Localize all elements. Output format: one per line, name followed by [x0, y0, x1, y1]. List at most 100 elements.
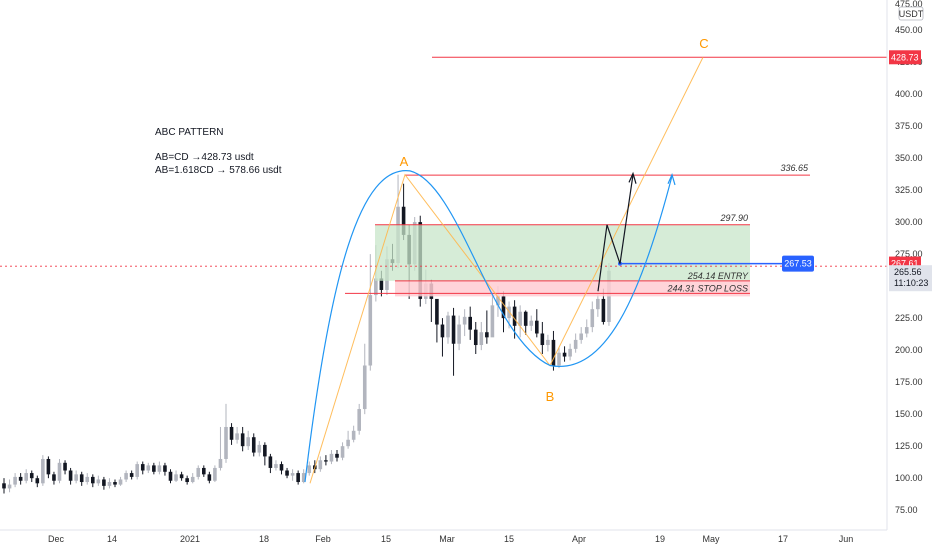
candle-body: [213, 467, 217, 481]
candle-body: [2, 483, 6, 489]
time-tick-label: 14: [107, 534, 117, 544]
candle-body: [485, 332, 489, 338]
price-tick-label: 300.00: [895, 217, 923, 227]
candle-body: [246, 437, 250, 447]
time-tick-label: 15: [381, 534, 391, 544]
candle: [79, 471, 84, 486]
candle-body: [96, 479, 101, 484]
candle: [46, 456, 51, 479]
last-price-value: 265.56: [894, 267, 922, 277]
candle: [163, 462, 167, 476]
candle-body: [529, 320, 534, 326]
candle-body: [24, 473, 28, 481]
candle: [129, 470, 134, 480]
abc-projection-path: [309, 57, 704, 484]
candle-body: [324, 460, 328, 462]
candle-body: [468, 316, 472, 330]
candle: [446, 311, 450, 344]
candle: [329, 450, 334, 465]
last-price-box: [889, 265, 932, 292]
candle: [490, 296, 495, 338]
candle: [546, 334, 550, 352]
candle-body: [279, 464, 284, 471]
candle: [152, 462, 156, 475]
candle: [41, 455, 45, 486]
candle-body: [124, 473, 128, 480]
candle: [462, 309, 467, 337]
point-b-label: B: [546, 389, 555, 404]
candle-body: [52, 474, 56, 481]
candle: [218, 426, 223, 471]
candle-body: [135, 464, 139, 477]
candle: [13, 473, 17, 488]
candle-body: [207, 474, 212, 481]
candle-body: [379, 278, 384, 290]
candle-body: [263, 444, 267, 457]
candle-body: [346, 439, 350, 447]
candle-body: [573, 339, 578, 349]
candle: [351, 425, 356, 443]
candle-body: [546, 339, 550, 346]
candle: [523, 310, 528, 335]
candle-body: [512, 306, 517, 326]
candle-body: [479, 332, 484, 346]
levels-layer: 336.65 297.90 254.14 ENTRY 244.31 STOP LOSS: [0, 56, 887, 297]
price-tick-label: 225.00: [895, 313, 923, 323]
candle: [35, 475, 40, 488]
price-tick-label: 150.00: [895, 409, 923, 419]
candle: [190, 473, 195, 484]
candle: [263, 442, 267, 466]
candle-body: [357, 409, 361, 431]
candle-body: [68, 470, 73, 481]
candle: [535, 309, 539, 338]
candle: [540, 321, 545, 354]
candle: [296, 470, 300, 485]
candle: [451, 307, 456, 376]
candle: [246, 430, 250, 451]
candle: [473, 321, 478, 354]
high-level-label: 336.65: [780, 163, 809, 173]
candle-body: [118, 479, 123, 485]
candle: [579, 327, 583, 344]
candle: [440, 318, 445, 357]
candle-body: [307, 465, 312, 474]
time-axis[interactable]: Dec 14 2021 18 Feb 15 Mar 15 Apr 19 May 17 Jun: [0, 529, 887, 544]
candle-body: [29, 473, 34, 479]
candle-body: [274, 464, 278, 468]
candle-body: [285, 470, 289, 476]
candle-body: [562, 352, 567, 357]
time-tick-label: Dec: [48, 534, 65, 544]
candle: [551, 330, 556, 371]
candle-body: [13, 476, 17, 485]
candle: [68, 467, 73, 485]
candle-body: [490, 305, 495, 338]
price-tick-label: 100.00: [895, 473, 923, 483]
candle-body: [557, 352, 561, 366]
candle-body: [596, 298, 600, 310]
candle-body: [340, 446, 345, 458]
candle: [590, 301, 595, 333]
time-tick-label: 19: [655, 534, 665, 544]
candle-body: [473, 329, 478, 346]
candle-body: [7, 484, 12, 489]
candle-body: [374, 278, 378, 296]
candle: [285, 467, 289, 479]
time-tick-label: May: [702, 534, 720, 544]
candle-body: [440, 324, 445, 338]
price-tick-label: 75.00: [895, 505, 918, 515]
candle: [290, 469, 295, 481]
projected-path: [597, 174, 634, 292]
target-price-tag-value: 428.73: [891, 52, 919, 62]
candles-layer: [2, 174, 611, 494]
candle-body: [41, 458, 45, 484]
candle: [7, 479, 12, 493]
candle: [124, 470, 128, 483]
candle-body: [152, 465, 156, 472]
candle-body: [335, 453, 339, 458]
candle: [63, 460, 67, 475]
price-tick-label: 125.00: [895, 441, 923, 451]
candle-body: [568, 348, 572, 357]
candle-body: [235, 433, 239, 440]
candle-body: [218, 458, 223, 468]
